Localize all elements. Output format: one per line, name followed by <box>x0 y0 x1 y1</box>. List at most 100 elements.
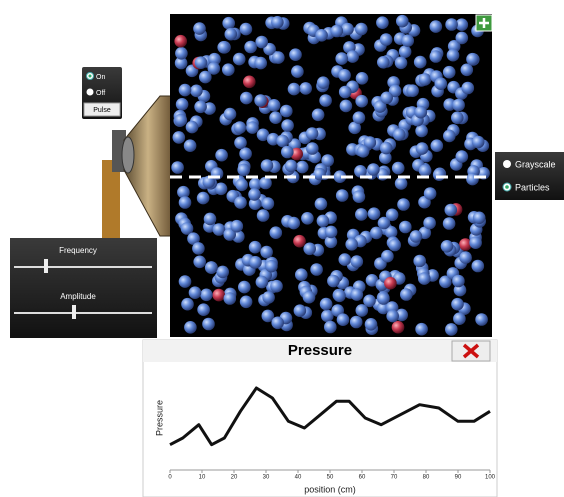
particle <box>171 161 184 174</box>
particle <box>293 235 306 248</box>
particle <box>320 298 333 311</box>
x-tick-label: 20 <box>231 475 238 481</box>
particle <box>193 22 206 35</box>
close-button[interactable] <box>452 341 490 361</box>
x-tick-label: 30 <box>263 475 270 481</box>
x-axis-label: position (cm) <box>304 484 356 494</box>
particle <box>294 304 307 317</box>
amplitude-slider[interactable] <box>72 305 76 319</box>
particle <box>324 321 337 334</box>
particle <box>303 291 316 304</box>
particle <box>355 208 368 221</box>
x-tick-label: 50 <box>327 475 334 481</box>
particle <box>337 313 350 326</box>
particle <box>255 36 268 49</box>
particle <box>288 83 301 96</box>
particle <box>310 263 323 276</box>
particle <box>355 95 368 108</box>
particle <box>205 261 218 274</box>
particle <box>325 226 338 239</box>
particle <box>193 255 206 268</box>
particle <box>240 92 253 105</box>
particle <box>194 101 207 114</box>
particle <box>317 215 330 228</box>
x-tick-label: 70 <box>391 475 398 481</box>
particle <box>249 256 262 269</box>
particle <box>433 168 446 181</box>
x-tick-label: 100 <box>485 475 496 481</box>
particle <box>395 57 408 70</box>
particle <box>234 196 247 209</box>
particle <box>303 243 316 256</box>
particle <box>285 160 298 173</box>
particle <box>239 147 252 160</box>
particle <box>419 73 432 86</box>
radio-off[interactable] <box>87 89 94 96</box>
x-tick-label: 80 <box>423 475 430 481</box>
particle <box>430 20 443 33</box>
particle <box>338 69 351 82</box>
particle <box>335 52 348 65</box>
particle <box>418 272 431 285</box>
particle <box>231 220 244 233</box>
particle <box>243 76 256 89</box>
particle <box>254 57 267 70</box>
particle <box>319 94 332 107</box>
zoom-button[interactable] <box>476 15 492 31</box>
particle <box>281 146 294 159</box>
particle <box>268 99 281 112</box>
particle <box>472 136 485 149</box>
particle <box>443 130 456 143</box>
particle <box>238 281 251 294</box>
particle <box>315 198 328 211</box>
radio-grayscale[interactable] <box>503 160 511 168</box>
particle <box>441 240 454 253</box>
particle <box>368 207 381 220</box>
particle <box>415 323 428 336</box>
particle <box>376 16 389 29</box>
particle <box>357 145 370 158</box>
radio-label: Grayscale <box>515 159 556 169</box>
slider-panel: Frequency Amplitude <box>10 238 157 338</box>
particle <box>370 227 383 240</box>
speaker-stand <box>102 160 120 242</box>
particle <box>265 260 278 273</box>
particle <box>355 23 368 36</box>
particle <box>184 139 197 152</box>
button-label: Pulse <box>93 107 111 114</box>
particle <box>295 268 308 281</box>
particle <box>174 35 187 48</box>
particle <box>386 310 399 323</box>
particle <box>392 162 405 175</box>
particle <box>306 127 319 140</box>
particle <box>176 98 189 111</box>
panel-title: Pressure <box>288 342 352 359</box>
particle <box>254 94 267 107</box>
particle <box>261 159 274 172</box>
page: On Off Pulse Frequency Amplitude Graysca… <box>0 0 564 497</box>
particle <box>200 289 213 302</box>
particle <box>453 312 466 325</box>
particle <box>287 217 300 230</box>
particle <box>270 280 283 293</box>
particle <box>260 246 273 259</box>
particle <box>190 85 203 98</box>
particle <box>392 321 405 334</box>
particle <box>213 223 226 236</box>
particle <box>469 236 482 249</box>
particle <box>345 238 358 251</box>
particle <box>388 239 401 252</box>
particle <box>384 277 397 290</box>
x-tick-label: 60 <box>359 475 366 481</box>
particle <box>315 29 328 42</box>
particle <box>380 142 393 155</box>
particle <box>447 49 460 62</box>
particle <box>202 318 215 331</box>
frequency-slider[interactable] <box>44 259 48 273</box>
particle <box>327 275 340 288</box>
particle <box>213 289 226 302</box>
particle <box>380 33 393 46</box>
particle <box>215 149 228 162</box>
particle <box>395 177 408 190</box>
particle <box>445 18 458 31</box>
